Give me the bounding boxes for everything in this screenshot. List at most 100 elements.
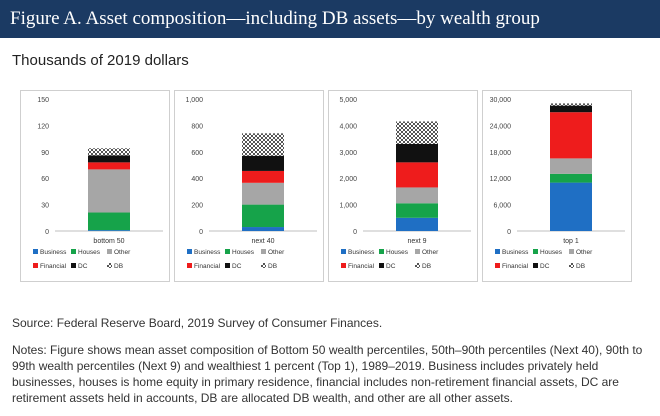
- bar-segment-dc: [88, 155, 130, 163]
- chart-svg-top-1: 0 6,000 12,000 18,000 24,000 30,000 top 1 Busin…: [490, 97, 625, 270]
- legend-label-other: Other: [268, 249, 285, 256]
- bar-segment-houses: [242, 204, 284, 228]
- chart-panel-next-40: 0 200 400 600 800 1,000 next 40 Business Houses O…: [174, 90, 324, 282]
- chart-svg-next-40: 0 200 400 600 800 1,000 next 40 Business Houses O…: [185, 97, 317, 270]
- legend-label-other: Other: [576, 249, 593, 256]
- y-tick-label: 0: [353, 229, 357, 236]
- legend-swatch-business: [341, 249, 346, 254]
- legend-swatch-financial: [187, 263, 192, 268]
- bar-segment-db: [550, 103, 592, 106]
- legend-label-houses: Houses: [78, 249, 101, 256]
- legend-swatch-other: [261, 249, 266, 254]
- legend-swatch-houses: [379, 249, 384, 254]
- legend-swatch-db: [415, 263, 420, 268]
- legend-label-db: DB: [576, 263, 585, 270]
- legend-swatch-business: [495, 249, 500, 254]
- legend-swatch-dc: [533, 263, 538, 268]
- legend-swatch-financial: [495, 263, 500, 268]
- legend-label-dc: DC: [232, 263, 242, 270]
- y-tick-label: 90: [41, 150, 49, 157]
- legend-label-financial: Financial: [348, 263, 375, 270]
- legend-swatch-other: [415, 249, 420, 254]
- legend-swatch-db: [569, 263, 574, 268]
- bar-segment-other: [396, 187, 438, 204]
- y-tick-label: 120: [37, 123, 49, 130]
- chart-panel-bottom-50: 0 30 60 90 120 150 bottom 50 Business Houses Othe…: [20, 90, 170, 282]
- bar-segment-houses: [88, 212, 130, 231]
- figure-title: Figure A. Asset composition—including DB…: [0, 0, 660, 38]
- chart-subtitle: Thousands of 2019 dollars: [12, 52, 189, 69]
- y-tick-label: 6,000: [493, 203, 511, 210]
- source-note: Source: Federal Reserve Board, 2019 Surv…: [12, 316, 383, 330]
- y-tick-label: 1,000: [339, 203, 357, 210]
- y-tick-label: 200: [191, 203, 203, 210]
- legend-label-business: Business: [502, 249, 529, 256]
- y-tick-label: 0: [199, 229, 203, 236]
- y-tick-label: 18,000: [490, 150, 512, 157]
- y-tick-label: 4,000: [339, 123, 357, 130]
- legend-label-dc: DC: [78, 263, 88, 270]
- legend-swatch-other: [569, 249, 574, 254]
- legend-label-other: Other: [114, 249, 131, 256]
- y-tick-label: 5,000: [339, 97, 357, 104]
- chart-panel-next-9: 0 1,000 2,000 3,000 4,000 5,000 next 9 Business…: [328, 90, 478, 282]
- legend-label-financial: Financial: [40, 263, 67, 270]
- legend-swatch-dc: [71, 263, 76, 268]
- bar-segment-financial: [396, 162, 438, 188]
- bar-segment-dc: [396, 143, 438, 163]
- legend-label-db: DB: [268, 263, 277, 270]
- legend-label-dc: DC: [540, 263, 550, 270]
- bar-segment-business: [88, 230, 130, 231]
- x-category-label: bottom 50: [93, 238, 124, 245]
- y-tick-label: 30,000: [490, 97, 512, 104]
- notes-text: Notes: Figure shows mean asset compositi…: [12, 343, 643, 405]
- bar-segment-financial: [88, 162, 130, 170]
- bar-segment-houses: [396, 203, 438, 218]
- bar-segment-db: [242, 133, 284, 156]
- bar-segment-db: [88, 148, 130, 156]
- legend-label-financial: Financial: [194, 263, 221, 270]
- chart-svg-bottom-50: 0 30 60 90 120 150 bottom 50 Business Houses Othe…: [33, 97, 163, 270]
- legend-swatch-other: [107, 249, 112, 254]
- legend-swatch-db: [261, 263, 266, 268]
- legend-swatch-dc: [379, 263, 384, 268]
- legend-label-houses: Houses: [540, 249, 563, 256]
- bar-segment-business: [550, 182, 592, 231]
- legend-label-houses: Houses: [232, 249, 255, 256]
- legend-label-dc: DC: [386, 263, 396, 270]
- bar-segment-other: [88, 169, 130, 213]
- legend-swatch-business: [187, 249, 192, 254]
- y-tick-label: 800: [191, 123, 203, 130]
- bar-segment-financial: [242, 170, 284, 183]
- bar-segment-business: [242, 227, 284, 231]
- x-category-label: top 1: [563, 238, 579, 245]
- bar-segment-business: [396, 217, 438, 231]
- bar-segment-db: [396, 121, 438, 144]
- legend-label-db: DB: [422, 263, 431, 270]
- legend-label-db: DB: [114, 263, 123, 270]
- legend-label-business: Business: [194, 249, 221, 256]
- y-tick-label: 600: [191, 150, 203, 157]
- y-tick-label: 0: [45, 229, 49, 236]
- legend-swatch-houses: [71, 249, 76, 254]
- legend-swatch-financial: [341, 263, 346, 268]
- y-tick-label: 2,000: [339, 176, 357, 183]
- chart-svg-next-9: 0 1,000 2,000 3,000 4,000 5,000 next 9 Business…: [339, 97, 471, 270]
- x-category-label: next 40: [252, 238, 275, 245]
- y-tick-label: 400: [191, 176, 203, 183]
- bar-segment-financial: [550, 112, 592, 159]
- legend-swatch-business: [33, 249, 38, 254]
- legend-label-financial: Financial: [502, 263, 529, 270]
- bar-segment-other: [242, 182, 284, 205]
- legend-label-business: Business: [40, 249, 67, 256]
- bar-segment-dc: [242, 155, 284, 171]
- legend-swatch-dc: [225, 263, 230, 268]
- legend-label-business: Business: [348, 249, 375, 256]
- legend-label-other: Other: [422, 249, 439, 256]
- legend-swatch-houses: [225, 249, 230, 254]
- legend-swatch-db: [107, 263, 112, 268]
- y-tick-label: 150: [37, 97, 49, 104]
- y-tick-label: 0: [507, 229, 511, 236]
- bar-segment-dc: [550, 105, 592, 113]
- x-category-label: next 9: [407, 238, 426, 245]
